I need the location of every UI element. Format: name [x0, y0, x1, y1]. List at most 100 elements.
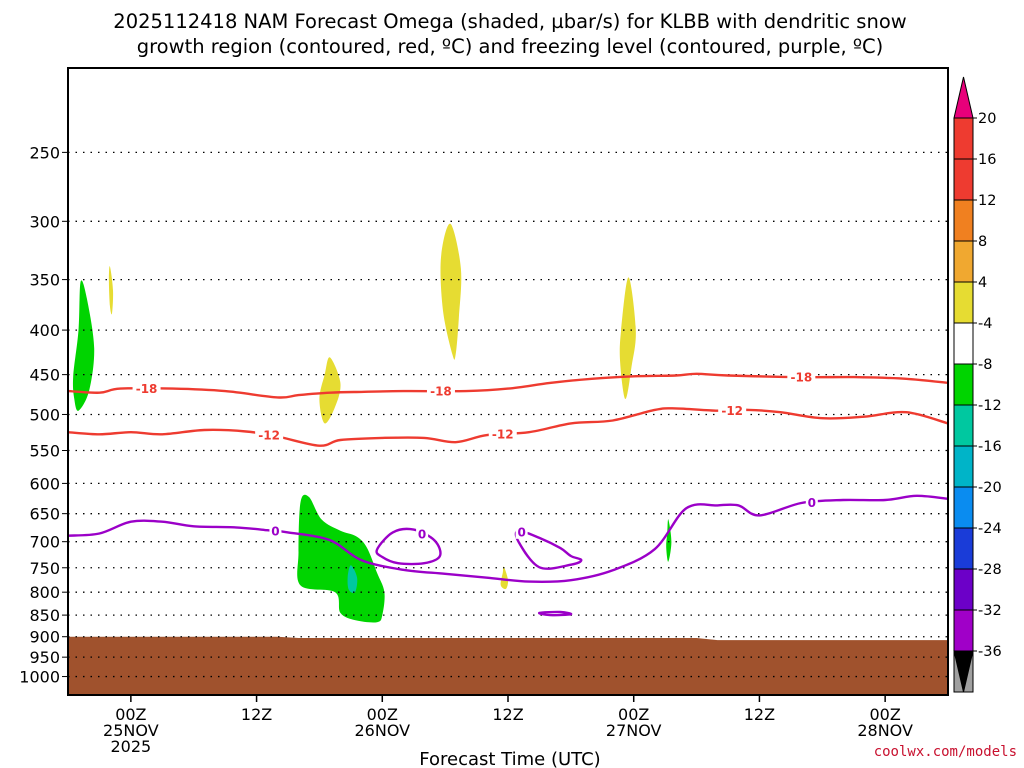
contour-label-1-1: -18: [136, 382, 158, 396]
colorbar-tick-label-5: 4: [978, 275, 987, 291]
y-tick-label-1000: 1000: [19, 668, 60, 687]
contour-line-6: [537, 610, 573, 617]
contour-label-bg-5-1: [515, 524, 528, 539]
x-tick-label-2-1: 12Z: [241, 705, 272, 724]
omega-region-8: [297, 494, 385, 623]
omega-region-1: [72, 280, 95, 411]
contour-labels: -18 -18 -18 -12 -12 -12 0 0 0 0: [132, 370, 818, 542]
contour-layer: [68, 372, 948, 617]
colorbar-tick-label-3: 12: [978, 193, 996, 209]
y-tick-label-600: 600: [29, 474, 60, 493]
colorbar-band-top-arrow: [953, 76, 974, 119]
y-tick-label-750: 750: [29, 559, 60, 578]
y-tick-label-800: 800: [29, 583, 60, 602]
colorbar-tick-label-7: -8: [978, 357, 992, 373]
colorbar-band-13: [953, 609, 974, 652]
terrain-fill: [68, 636, 948, 695]
colorbar-band-9: [953, 445, 974, 488]
colorbar-tick-label-9: -16: [978, 439, 1002, 455]
chart-title-line-2: growth region (contoured, red, ºC) and f…: [137, 35, 884, 58]
y-tick-label-900: 900: [29, 628, 60, 647]
colorbar-tick-label-11: -24: [978, 521, 1002, 537]
x-tick-label-5-2: 27NOV: [606, 721, 662, 740]
contour-label-2-3: -12: [721, 404, 743, 418]
omega-region-5: [619, 277, 636, 400]
y-tick-label-550: 550: [29, 442, 60, 461]
contour-line-1: [68, 372, 948, 399]
contour-line-5: [514, 529, 583, 570]
colorbar-tick-label-2: 16: [978, 152, 996, 168]
contour-line-3: [68, 494, 948, 584]
colorbar-band-4: [953, 240, 974, 283]
x-tick-label-1-1: 00Z: [115, 705, 146, 724]
colorbar-tick-label-4: 8: [978, 234, 987, 250]
x-tick-label-7-1: 00Z: [869, 705, 900, 724]
y-tick-label-450: 450: [29, 366, 60, 385]
contour-label-5-1: 0: [517, 525, 525, 539]
y-axis: 250 300 350 400 450 500 550 600 650 700 750 800 850 9…: [19, 143, 68, 687]
contour-label-3-2: 0: [808, 496, 816, 510]
colorbar-tick-label-10: -20: [978, 480, 1002, 496]
y-tick-label-850: 850: [29, 606, 60, 625]
colorbar-band-1: [953, 117, 974, 160]
plot-area: [68, 68, 948, 695]
x-axis-title: Forecast Time (UTC): [419, 749, 600, 768]
colorbar-tick-label-14: -36: [978, 644, 1002, 660]
colorbar-band-12: [953, 568, 974, 611]
contour-label-1-2: -18: [430, 385, 452, 399]
omega-region-9: [347, 565, 358, 594]
x-tick-label-6-1: 12Z: [744, 705, 775, 724]
contour-label-4-1: 0: [418, 528, 426, 542]
contour-label-bg-2-1: [255, 428, 284, 443]
contour-label-1-3: -18: [790, 371, 812, 385]
contour-label-bg-3-1: [269, 524, 282, 539]
contour-label-bg-4-1: [416, 527, 429, 542]
y-tick-label-400: 400: [29, 321, 60, 340]
colorbar: 20 16 12 8 4 -4 -8 -12 -16 -20 -24 -28 -32 -36: [953, 76, 1002, 693]
x-tick-label-3-2: 26NOV: [354, 721, 410, 740]
colorbar-tick-label-1: 20: [978, 111, 996, 127]
colorbar-tick-label-6: -4: [978, 316, 992, 332]
y-tick-label-350: 350: [29, 271, 60, 290]
omega-region-3: [319, 357, 341, 424]
colorbar-band-5: [953, 281, 974, 324]
terrain-layer: [68, 636, 948, 695]
colorbar-band-6: [953, 322, 974, 365]
x-tick-label-1-3: 2025: [110, 737, 151, 756]
y-tick-label-300: 300: [29, 212, 60, 231]
colorbar-band-bottom-arrow: [953, 650, 974, 693]
contour-line-4: [375, 527, 442, 566]
credit-text: coolwx.com/models: [874, 744, 1017, 760]
omega-region-6: [500, 566, 509, 590]
omega-shading-layer: [72, 223, 672, 623]
colorbar-band-10: [953, 486, 974, 529]
omega-region-2: [108, 266, 114, 315]
colorbar-band-3: [953, 199, 974, 242]
contour-label-bg-1-1: [132, 381, 161, 396]
y-tick-label-950: 950: [29, 648, 60, 667]
omega-region-4: [440, 223, 462, 360]
x-tick-label-7-2: 28NOV: [857, 721, 913, 740]
y-tick-label-700: 700: [29, 533, 60, 552]
contour-label-2-2: -12: [492, 427, 514, 441]
contour-label-bg-2-3: [718, 403, 747, 418]
contour-label-3-1: 0: [271, 525, 279, 539]
chart-title-line-1: 2025112418 NAM Forecast Omega (shaded, µ…: [113, 10, 906, 33]
contour-label-2-1: -12: [258, 429, 280, 443]
colorbar-tick-label-12: -28: [978, 562, 1002, 578]
y-tick-label-500: 500: [29, 405, 60, 424]
y-tick-label-650: 650: [29, 505, 60, 524]
colorbar-tick-label-8: -12: [978, 398, 1002, 414]
colorbar-band-8: [953, 404, 974, 447]
contour-label-bg-3-2: [805, 495, 818, 510]
colorbar-band-11: [953, 527, 974, 570]
contour-label-bg-2-2: [488, 426, 517, 441]
y-tick-label-250: 250: [29, 143, 60, 162]
contour-line-2: [68, 407, 948, 447]
contour-label-bg-1-2: [426, 384, 455, 399]
x-tick-label-1-2: 25NOV: [103, 721, 159, 740]
colorbar-tick-label-13: -32: [978, 603, 1002, 619]
x-tick-label-4-1: 12Z: [492, 705, 523, 724]
